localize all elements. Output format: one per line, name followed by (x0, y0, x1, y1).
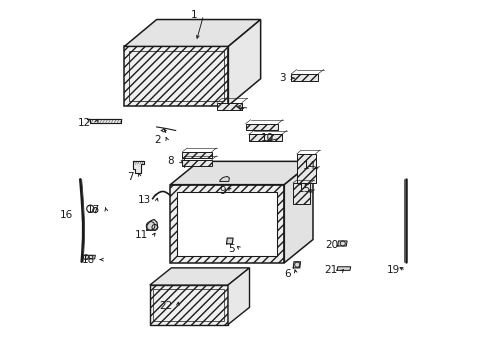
Text: 10: 10 (260, 134, 273, 143)
Polygon shape (293, 183, 310, 204)
Text: 19: 19 (386, 265, 399, 275)
Polygon shape (245, 124, 277, 130)
Polygon shape (147, 220, 158, 230)
Polygon shape (132, 161, 144, 173)
Text: 22: 22 (159, 301, 172, 311)
Text: 11: 11 (135, 230, 148, 239)
Polygon shape (220, 176, 229, 181)
Polygon shape (177, 192, 277, 256)
Polygon shape (248, 134, 281, 141)
Polygon shape (182, 152, 211, 158)
Polygon shape (227, 268, 249, 324)
Polygon shape (284, 161, 312, 263)
Polygon shape (217, 103, 242, 110)
Text: 9: 9 (219, 186, 225, 197)
Polygon shape (124, 46, 228, 105)
Text: 18: 18 (81, 255, 94, 265)
Polygon shape (291, 74, 318, 81)
Polygon shape (85, 255, 95, 259)
Polygon shape (170, 185, 284, 263)
Text: 21: 21 (323, 265, 336, 275)
Polygon shape (296, 154, 315, 183)
Polygon shape (182, 159, 211, 166)
Text: 4: 4 (237, 103, 244, 113)
Polygon shape (124, 19, 260, 46)
Text: 2: 2 (154, 135, 161, 145)
Text: 1: 1 (191, 10, 198, 20)
Polygon shape (149, 285, 227, 324)
Text: 15: 15 (297, 184, 310, 194)
Text: 16: 16 (60, 210, 73, 220)
Polygon shape (293, 262, 300, 268)
Polygon shape (86, 119, 121, 123)
Text: 8: 8 (166, 156, 173, 166)
Polygon shape (226, 238, 233, 244)
Text: 20: 20 (325, 239, 338, 249)
Polygon shape (337, 241, 346, 246)
Text: 7: 7 (127, 172, 134, 182)
Text: 6: 6 (283, 269, 290, 279)
Text: 3: 3 (278, 73, 285, 83)
Text: 17: 17 (87, 205, 100, 215)
Polygon shape (336, 267, 350, 270)
Text: 14: 14 (303, 161, 316, 171)
Text: 13: 13 (138, 195, 151, 205)
Polygon shape (149, 268, 249, 285)
Polygon shape (228, 19, 260, 105)
Text: 12: 12 (78, 118, 91, 128)
Polygon shape (170, 161, 312, 185)
Text: 5: 5 (227, 244, 234, 254)
